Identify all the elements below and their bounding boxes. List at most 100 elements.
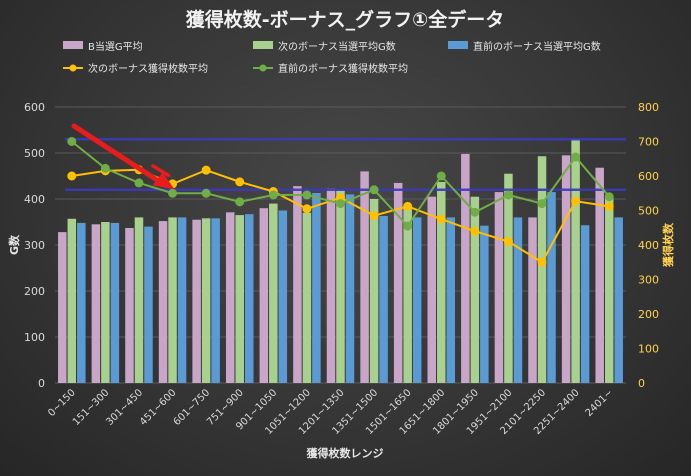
line-point — [67, 171, 77, 181]
bar — [412, 217, 422, 383]
line-point — [436, 171, 446, 181]
bar — [571, 139, 580, 383]
bar — [211, 218, 220, 383]
line-point — [369, 211, 379, 221]
bar — [470, 196, 480, 383]
y-tick-label: 600 — [24, 101, 45, 114]
line-point — [100, 163, 110, 173]
line-point — [537, 257, 547, 267]
bar — [494, 192, 504, 383]
bar — [513, 217, 523, 383]
bar — [77, 222, 86, 383]
legend-label: B当選G平均 — [88, 40, 143, 53]
bar — [403, 208, 412, 383]
y2-tick-label: 100 — [638, 343, 659, 356]
legend-label: 次のボーナス獲得枚数平均 — [88, 62, 208, 75]
line-point — [201, 165, 211, 175]
bar — [67, 218, 77, 383]
bar — [360, 171, 369, 383]
bar — [235, 215, 244, 383]
bar — [427, 196, 437, 383]
bar — [379, 216, 388, 383]
y2-tick-label: 500 — [638, 205, 659, 218]
line-point — [235, 177, 245, 187]
line-point — [268, 190, 278, 200]
line-point — [470, 226, 480, 236]
line-point — [537, 199, 547, 209]
legend-swatch — [253, 41, 273, 49]
bar — [110, 222, 120, 383]
bar — [91, 224, 101, 383]
y2-axis-title: 獲得枚数 — [661, 222, 675, 267]
line-point — [67, 137, 77, 146]
line-point — [201, 188, 211, 198]
bar — [225, 212, 235, 383]
bar — [393, 182, 403, 383]
legend-label: 直前のボーナス当選平均G数 — [473, 40, 601, 53]
x-tick-label: 2401~ — [584, 387, 616, 419]
bar — [614, 217, 623, 383]
y2-tick-label: 300 — [638, 274, 659, 287]
bar — [144, 226, 153, 383]
line-point — [571, 196, 581, 206]
y2-tick-label: 0 — [638, 377, 645, 390]
bar — [461, 153, 470, 383]
bar — [177, 217, 187, 383]
bar — [537, 156, 547, 383]
annotation-arrow-shaft — [71, 123, 164, 185]
bar — [269, 203, 278, 383]
bar — [293, 186, 302, 383]
bar — [336, 189, 345, 383]
bar — [134, 217, 144, 383]
bar — [580, 225, 590, 383]
bar — [595, 167, 604, 383]
y2-tick-label: 600 — [638, 170, 659, 183]
line-point — [470, 207, 480, 217]
y-tick-label: 500 — [24, 147, 45, 160]
line-point — [503, 237, 513, 247]
legend-swatch — [448, 41, 468, 49]
legend-label: 直前のボーナス獲得枚数平均 — [278, 62, 408, 75]
chart-title: 獲得枚数-ボーナス_グラフ①全データ — [186, 8, 504, 31]
bar — [369, 199, 379, 383]
y2-tick-label: 400 — [638, 239, 659, 252]
bar — [446, 217, 456, 383]
bar — [168, 217, 177, 383]
bar — [192, 219, 201, 383]
bar — [312, 193, 321, 383]
x-tick-label: 0~150 — [46, 387, 78, 419]
y2-tick-label: 800 — [638, 101, 659, 114]
y-tick-label: 300 — [24, 239, 45, 252]
line-point — [503, 190, 513, 200]
line-point — [302, 204, 312, 214]
line-point — [336, 199, 345, 209]
line-point — [302, 190, 312, 200]
line-point — [403, 221, 413, 231]
y-tick-label: 100 — [24, 331, 45, 344]
y2-tick-label: 700 — [638, 136, 659, 149]
line-point — [604, 201, 614, 211]
bar — [604, 196, 614, 383]
bar — [58, 232, 67, 383]
bar — [278, 210, 288, 383]
bar — [504, 173, 513, 383]
line-point — [134, 178, 144, 188]
bar — [158, 221, 168, 383]
bar — [326, 188, 336, 383]
bar — [259, 208, 269, 383]
x-axis-title: 獲得枚数レンジ — [307, 446, 384, 460]
legend-marker — [69, 64, 77, 72]
bar — [101, 222, 110, 383]
bar — [547, 192, 556, 383]
line-point — [168, 188, 178, 198]
line-point — [604, 192, 614, 202]
annotation-arrow-head — [152, 172, 175, 190]
bar — [480, 225, 489, 383]
bar — [528, 217, 537, 383]
bar — [302, 212, 312, 383]
y-tick-label: 200 — [24, 285, 45, 298]
line-point — [403, 201, 413, 211]
bar — [244, 214, 254, 383]
